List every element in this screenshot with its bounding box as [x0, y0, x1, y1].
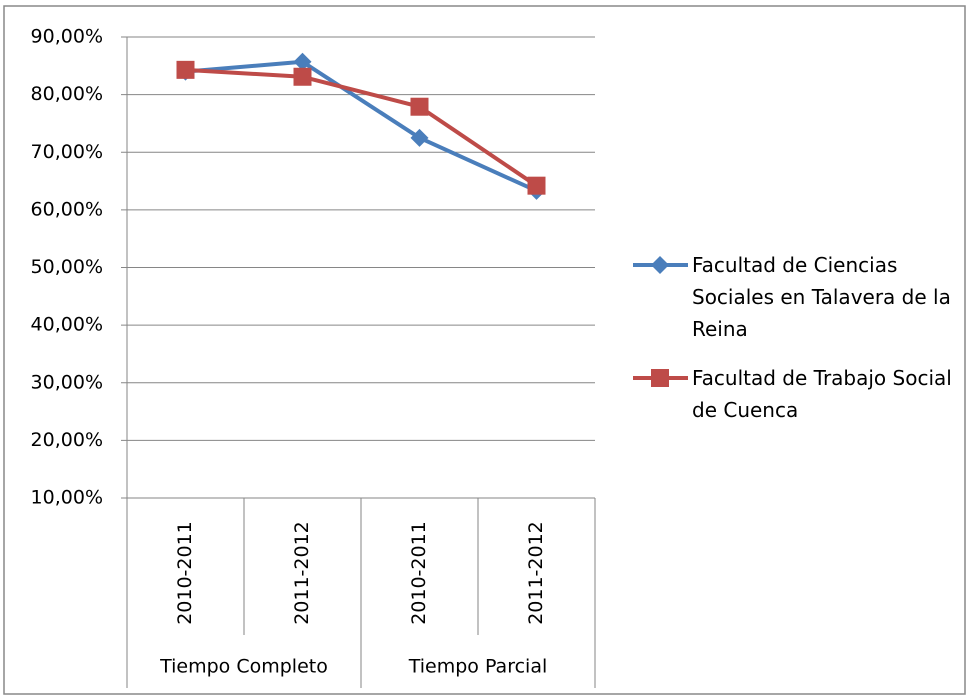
data-point [293, 67, 312, 86]
data-point [176, 60, 195, 79]
legend-marker [651, 369, 669, 387]
data-point [410, 97, 429, 116]
legend-label: Facultad de Ciencias Sociales en Talaver… [692, 253, 951, 341]
y-tick-label: 80,00% [31, 83, 103, 105]
y-tick-label: 30,00% [31, 371, 103, 393]
data-point [527, 176, 546, 195]
series-line [185, 67, 538, 188]
legend-marker [651, 256, 669, 274]
x-tick-label: 2010-2011 [174, 521, 196, 625]
series-line [185, 59, 538, 193]
x-tick-label: 2010-2011 [408, 521, 430, 625]
y-tick-label: 60,00% [31, 198, 103, 220]
data-point [293, 52, 312, 71]
group-label: Tiempo Parcial [408, 656, 548, 678]
y-tick-label: 70,00% [31, 141, 103, 163]
y-tick-label: 20,00% [31, 429, 103, 451]
x-tick-label: 2011-2012 [291, 521, 313, 625]
y-tick-label: 90,00% [31, 26, 103, 48]
chart-border [3, 5, 966, 695]
y-tick-label: 50,00% [31, 256, 103, 278]
legend-label: Facultad de Trabajo Social de Cuenca [692, 366, 952, 422]
y-tick-label: 40,00% [31, 314, 103, 336]
x-tick-label: 2011-2012 [525, 521, 547, 625]
data-point [410, 128, 429, 147]
y-tick-label: 10,00% [31, 487, 103, 509]
group-label: Tiempo Completo [159, 656, 328, 678]
